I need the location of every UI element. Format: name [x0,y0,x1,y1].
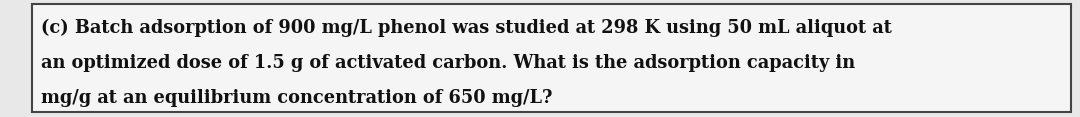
Text: (c) Batch adsorption of 900 mg/L phenol was studied at 298 K using 50 mL aliquot: (c) Batch adsorption of 900 mg/L phenol … [41,19,892,37]
Text: an optimized dose of 1.5 g of activated carbon. What is the adsorption capacity : an optimized dose of 1.5 g of activated … [41,54,855,72]
FancyBboxPatch shape [32,4,1071,112]
Text: mg/g at an equilibrium concentration of 650 mg/L?: mg/g at an equilibrium concentration of … [41,89,552,107]
